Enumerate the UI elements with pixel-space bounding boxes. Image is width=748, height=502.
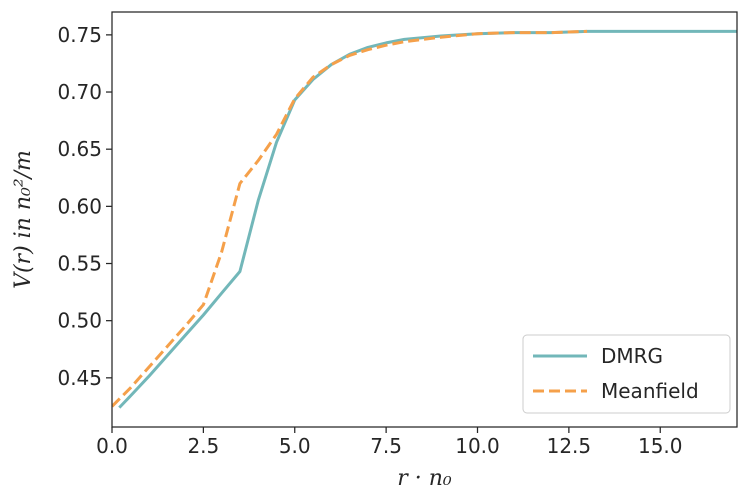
series-line-2 [112, 29, 588, 408]
x-tick-label: 5.0 [279, 434, 311, 458]
x-axis-label: r · n₀ [397, 466, 452, 491]
x-tick-label: 10.0 [455, 434, 500, 458]
y-tick-label: 0.45 [57, 366, 102, 390]
x-tick-label: 12.5 [547, 434, 592, 458]
axes-layer: 0.0 2.5 5.0 7.5 10.0 12.5 15.0 0.45 0.50 0.55 0.60… [57, 11, 738, 458]
y-tick-label: 0.75 [57, 23, 102, 47]
y-tick-label: 0.65 [57, 137, 102, 161]
x-tick-label: 0.0 [96, 434, 128, 458]
x-tick-label: 15.0 [638, 434, 683, 458]
legend-label-1: DMRG [601, 344, 663, 368]
x-tick-label: 2.5 [187, 434, 219, 458]
series-layer [112, 29, 737, 409]
legend-label-2: Meanfield [601, 379, 699, 403]
y-tick-label: 0.55 [57, 252, 102, 276]
y-tick-label: 0.50 [57, 309, 102, 333]
x-tick-label: 7.5 [370, 434, 402, 458]
y-tick-label: 0.60 [57, 194, 102, 218]
legend: DMRG Meanfield [522, 334, 731, 414]
y-tick-label: 0.70 [57, 80, 102, 104]
y-axis-label: V(r) in n₀²/m [11, 150, 36, 289]
plot-frame [111, 11, 738, 428]
